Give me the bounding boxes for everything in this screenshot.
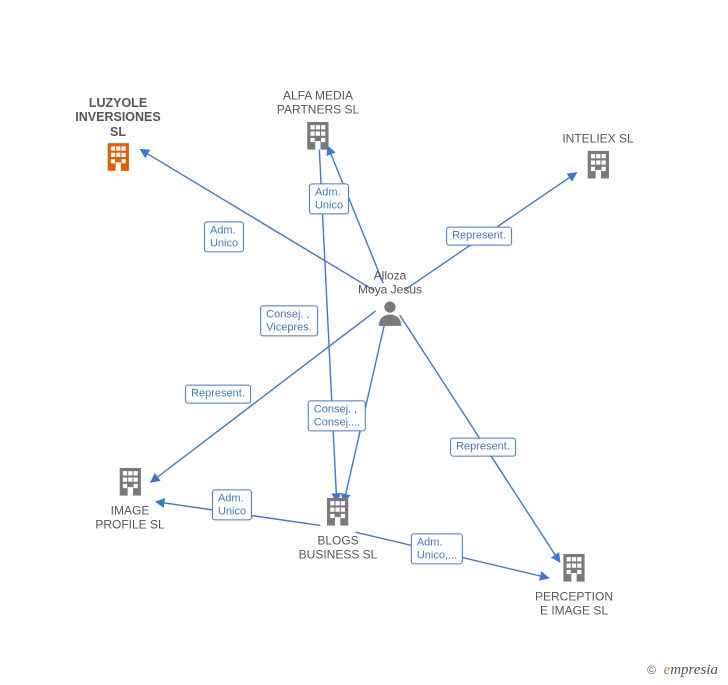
edge-alloza-luzyole	[140, 149, 374, 290]
edge-alloza-alfa	[328, 146, 384, 283]
node-label: LUZYOLE INVERSIONES SL	[75, 96, 160, 139]
node-label: INTELIEX SL	[562, 133, 633, 147]
node-label: ALFA MEDIA PARTNERS SL	[277, 90, 359, 118]
edge-alfa-blogs	[319, 140, 337, 502]
node-alfa: ALFA MEDIA PARTNERS SL	[277, 88, 359, 157]
edge-label-alloza-inteliex: Represent.	[446, 227, 512, 246]
edge-label-blogs-imageprofile: Adm. Unico	[212, 489, 252, 520]
edge-label-blogs-perception: Adm. Unico,...	[411, 533, 463, 564]
footer-brand: © empresia	[647, 662, 718, 679]
edge-blogs-imageprofile	[156, 502, 320, 526]
edge-label-alloza-perception: Represent.	[450, 438, 516, 457]
edge-label-alfa-blogs: Consej. , Vicepres.	[260, 305, 318, 336]
edges-layer	[0, 0, 728, 685]
building-icon	[101, 139, 135, 178]
building-icon	[321, 494, 355, 533]
diagram-canvas: Alloza Moya Jesus LUZYOLE INVERSIONES SL…	[0, 0, 728, 685]
node-alloza: Alloza Moya Jesus	[358, 268, 422, 333]
node-perception: PERCEPTION E IMAGE SL	[535, 550, 613, 619]
building-icon	[557, 550, 591, 584]
building-icon	[321, 494, 355, 528]
node-label: BLOGS BUSINESS SL	[299, 535, 378, 563]
node-label: PERCEPTION E IMAGE SL	[535, 591, 613, 619]
edge-label-alloza-imageprofile: Represent.	[185, 385, 251, 404]
edge-label-alloza-alfa: Adm. Unico	[309, 183, 349, 214]
node-label: IMAGE PROFILE SL	[95, 505, 164, 533]
edge-alloza-perception	[400, 315, 560, 562]
edge-label-alloza-blogs: Consej. , Consej....	[308, 400, 366, 431]
building-icon	[301, 117, 335, 156]
building-icon	[101, 139, 135, 173]
node-label: Alloza Moya Jesus	[358, 270, 422, 298]
edge-alloza-inteliex	[405, 173, 577, 290]
building-icon	[113, 464, 147, 503]
building-icon	[301, 117, 335, 151]
building-icon	[581, 146, 615, 185]
edge-blogs-perception	[356, 532, 549, 578]
building-icon	[557, 550, 591, 589]
building-icon	[581, 146, 615, 180]
node-luzyole: LUZYOLE INVERSIONES SL	[75, 94, 160, 178]
node-imageprofile: IMAGE PROFILE SL	[95, 464, 164, 533]
brand-rest: mpresia	[670, 662, 718, 678]
edge-alloza-imageprofile	[151, 311, 376, 482]
copyright-symbol: ©	[647, 663, 656, 677]
edge-alloza-blogs	[344, 318, 386, 503]
person-icon	[375, 297, 405, 332]
edge-label-alloza-luzyole: Adm. Unico	[204, 221, 244, 252]
node-blogs: BLOGS BUSINESS SL	[299, 494, 378, 563]
building-icon	[113, 464, 147, 498]
person-icon	[375, 297, 405, 327]
node-inteliex: INTELIEX SL	[562, 131, 633, 186]
